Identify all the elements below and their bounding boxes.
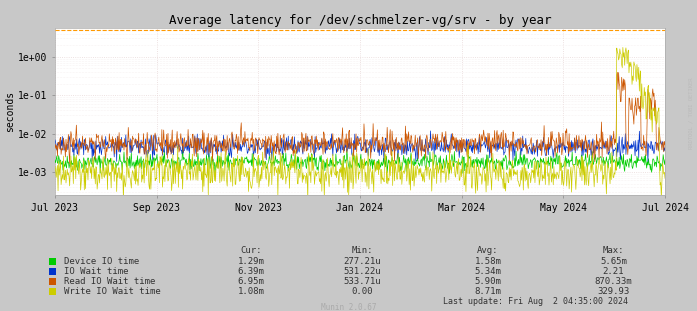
Text: 6.39m: 6.39m: [238, 267, 264, 276]
Text: Cur:: Cur:: [240, 246, 261, 255]
Text: 8.71m: 8.71m: [475, 287, 501, 296]
Text: 1.58m: 1.58m: [475, 258, 501, 266]
Text: Avg:: Avg:: [477, 246, 498, 255]
Text: Munin 2.0.67: Munin 2.0.67: [321, 303, 376, 311]
Text: RRDTOOL / TOBI OETIKER: RRDTOOL / TOBI OETIKER: [689, 78, 694, 149]
Text: 5.65m: 5.65m: [600, 258, 627, 266]
Text: 2.21: 2.21: [603, 267, 624, 276]
Text: 277.21u: 277.21u: [344, 258, 381, 266]
Text: 329.93: 329.93: [597, 287, 629, 296]
Text: 533.71u: 533.71u: [344, 277, 381, 286]
Text: 6.95m: 6.95m: [238, 277, 264, 286]
Y-axis label: seconds: seconds: [5, 91, 15, 132]
Text: 1.08m: 1.08m: [238, 287, 264, 296]
Text: Max:: Max:: [603, 246, 624, 255]
Text: 1.29m: 1.29m: [238, 258, 264, 266]
Text: 531.22u: 531.22u: [344, 267, 381, 276]
Text: 0.00: 0.00: [352, 287, 373, 296]
Text: 870.33m: 870.33m: [595, 277, 632, 286]
Text: IO Wait time: IO Wait time: [64, 267, 129, 276]
Text: Min:: Min:: [352, 246, 373, 255]
Text: Last update: Fri Aug  2 04:35:00 2024: Last update: Fri Aug 2 04:35:00 2024: [443, 297, 627, 306]
Text: Device IO time: Device IO time: [64, 258, 139, 266]
Title: Average latency for /dev/schmelzer-vg/srv - by year: Average latency for /dev/schmelzer-vg/sr…: [169, 14, 551, 27]
Text: Write IO Wait time: Write IO Wait time: [64, 287, 161, 296]
Text: 5.90m: 5.90m: [475, 277, 501, 286]
Text: Read IO Wait time: Read IO Wait time: [64, 277, 155, 286]
Text: 5.34m: 5.34m: [475, 267, 501, 276]
